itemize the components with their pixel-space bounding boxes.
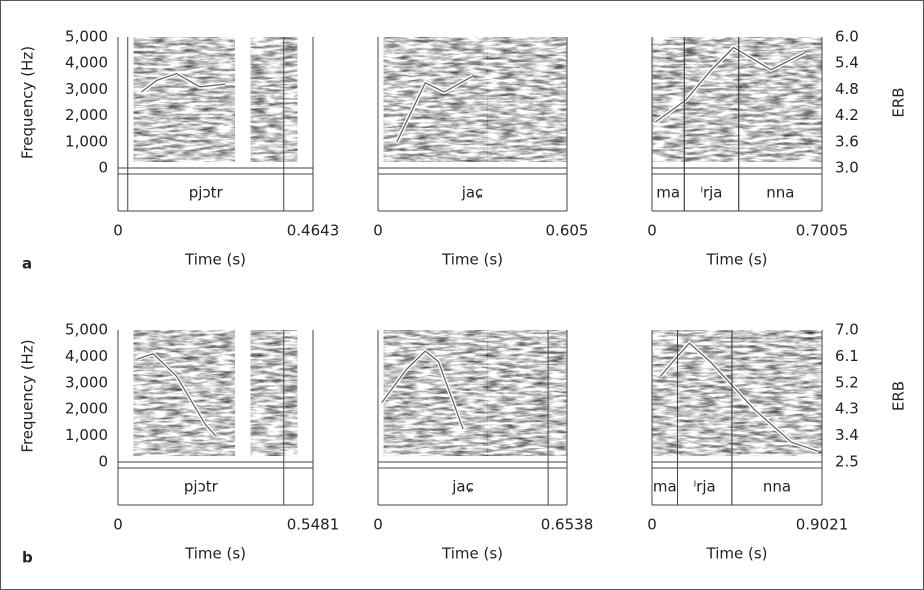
time-axis-label: Time (s) [184, 545, 246, 563]
time-start: 0 [373, 222, 383, 240]
segment-label: pjɔtr [184, 478, 219, 496]
frequency-tick-label: 3,000 [65, 373, 108, 391]
segment-label: nna [766, 184, 794, 202]
segment-label: jaɕ [461, 184, 484, 202]
frequency-tick-label: 0 [98, 453, 108, 471]
erb-tick-label: 7.0 [835, 321, 859, 339]
time-start: 0 [647, 516, 657, 534]
segment-label: ma [656, 184, 680, 202]
time-axis-label: Time (s) [184, 251, 246, 269]
erb-axis-label: ERB [890, 381, 908, 411]
segment-label: ˡrja [700, 184, 722, 202]
segment-label: jaɕ [451, 478, 474, 496]
row-label: a [22, 255, 32, 273]
pitch-contour [141, 72, 226, 93]
erb-tick-label: 5.2 [835, 373, 859, 391]
y-axis-label: Frequency (Hz) [19, 339, 37, 452]
erb-tick-label: 4.8 [835, 80, 859, 98]
frequency-tick-label: 1,000 [65, 132, 108, 150]
erb-tick-label: 2.5 [835, 453, 859, 471]
segment-label: nna [763, 478, 791, 496]
erb-tick-label: 4.3 [835, 400, 859, 418]
erb-tick-label: 6.1 [835, 347, 859, 365]
time-axis-label: Time (s) [441, 545, 503, 563]
time-start: 0 [373, 516, 383, 534]
frequency-tick-label: 0 [98, 159, 108, 177]
y-axis-label: Frequency (Hz) [19, 46, 37, 159]
pitch-contour [381, 350, 464, 430]
erb-tick-label: 5.4 [835, 54, 859, 72]
time-start: 0 [113, 222, 123, 240]
spectrogram [487, 330, 567, 456]
erb-axis-label: ERB [890, 87, 908, 117]
frequency-tick-label: 3,000 [65, 80, 108, 98]
time-end: 0.4643 [287, 222, 340, 240]
frequency-tick-label: 2,000 [65, 106, 108, 124]
frequency-tick-label: 1,000 [65, 426, 108, 444]
frequency-tick-label: 4,000 [65, 347, 108, 365]
erb-tick-label: 6.0 [835, 28, 859, 46]
pitch-contour [137, 353, 216, 437]
segment-label: ma [653, 478, 677, 496]
time-end: 0.9021 [796, 516, 849, 534]
pitch-contour [655, 46, 806, 123]
time-axis-label: Time (s) [706, 251, 768, 269]
spectrogram [383, 37, 488, 162]
time-axis-label: Time (s) [441, 251, 503, 269]
spectrogram [250, 37, 298, 162]
frequency-tick-label: 5,000 [65, 28, 108, 46]
row-label: b [22, 549, 33, 567]
spectrogram [250, 330, 298, 456]
time-start: 0 [647, 222, 657, 240]
time-end: 0.5481 [287, 516, 340, 534]
time-end: 0.6538 [541, 516, 594, 534]
time-axis-label: Time (s) [706, 545, 768, 563]
spectrogram [133, 37, 235, 162]
frequency-tick-label: 4,000 [65, 54, 108, 72]
erb-tick-label: 3.4 [835, 426, 859, 444]
time-end: 0.7005 [796, 222, 849, 240]
spectrogram [487, 37, 567, 162]
segment-label: ˡrja [694, 478, 716, 496]
frequency-tick-label: 2,000 [65, 400, 108, 418]
erb-tick-label: 3.6 [835, 132, 859, 150]
erb-tick-label: 3.0 [835, 159, 859, 177]
time-start: 0 [113, 516, 123, 534]
spectrogram [383, 330, 488, 456]
erb-tick-label: 4.2 [835, 106, 859, 124]
pitch-contour [396, 75, 473, 143]
frequency-tick-label: 5,000 [65, 321, 108, 339]
segment-label: pjɔtr [189, 184, 224, 202]
time-end: 0.605 [546, 222, 589, 240]
